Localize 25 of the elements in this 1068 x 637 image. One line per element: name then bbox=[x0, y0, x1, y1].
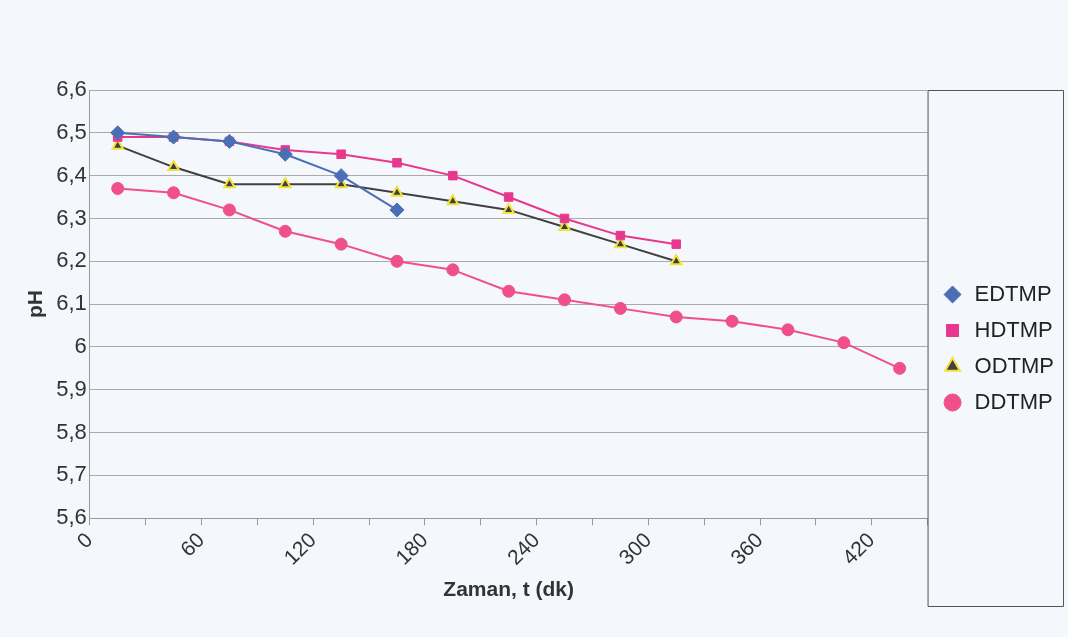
x-tick-label: 420 bbox=[837, 527, 879, 569]
y-axis-title: pH bbox=[23, 290, 47, 319]
y-tick-label: 5,7 bbox=[56, 461, 87, 487]
legend-label: EDTMP bbox=[974, 280, 1052, 306]
y-tick-label: 6 bbox=[74, 332, 87, 358]
x-tick-label: 180 bbox=[390, 527, 432, 569]
legend-label: HDTMP bbox=[974, 316, 1053, 342]
x-tick-label: 300 bbox=[614, 527, 656, 569]
y-tick-label: 6,6 bbox=[56, 76, 87, 102]
legend-label: DDTMP bbox=[974, 388, 1053, 414]
x-tick-label: 120 bbox=[279, 527, 321, 569]
x-tick-label: 0 bbox=[72, 527, 97, 553]
x-axis-title: Zaman, t (dk) bbox=[443, 577, 575, 601]
y-tick-label: 5,8 bbox=[56, 418, 87, 444]
y-tick-label: 6,4 bbox=[56, 161, 87, 187]
y-tick-label: 6,1 bbox=[56, 290, 87, 316]
y-tick-label: 5,9 bbox=[56, 375, 87, 401]
y-tick-label: 6,3 bbox=[56, 204, 87, 230]
y-tick-label: 5,6 bbox=[56, 504, 87, 530]
legend-label: ODTMP bbox=[974, 352, 1055, 378]
x-tick-label: 240 bbox=[502, 527, 544, 569]
y-tick-label: 6,5 bbox=[56, 118, 87, 144]
y-tick-label: 6,2 bbox=[56, 247, 87, 273]
x-tick-label: 360 bbox=[725, 527, 767, 569]
x-tick-label: 60 bbox=[175, 527, 209, 561]
